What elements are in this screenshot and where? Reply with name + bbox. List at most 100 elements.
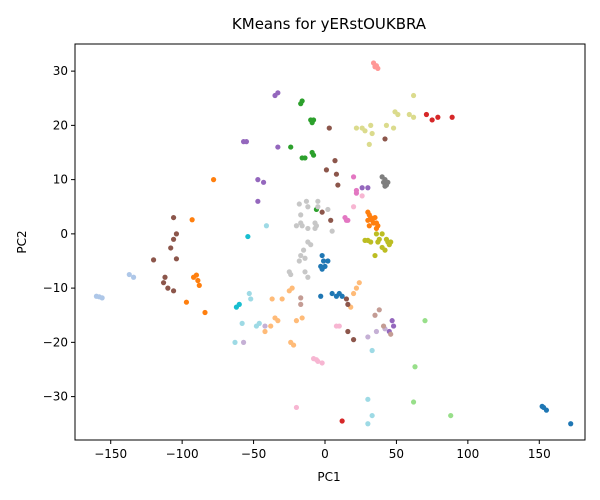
- data-point: [350, 290, 357, 297]
- data-point: [345, 301, 351, 307]
- data-point: [362, 237, 368, 243]
- data-point: [350, 174, 357, 180]
- data-point: [539, 403, 545, 409]
- data-point: [369, 347, 375, 354]
- data-point: [210, 177, 217, 183]
- data-point: [390, 323, 397, 329]
- data-point: [275, 90, 281, 96]
- data-point: [382, 247, 388, 253]
- data-point: [173, 231, 180, 237]
- data-point: [325, 258, 331, 264]
- data-point: [262, 328, 268, 335]
- y-tick-label: −10: [43, 281, 68, 295]
- data-point: [275, 318, 281, 324]
- data-point: [253, 323, 260, 329]
- data-point: [193, 272, 200, 278]
- data-point: [298, 212, 304, 218]
- data-point: [269, 296, 275, 302]
- data-point: [435, 114, 441, 120]
- data-point: [248, 296, 254, 302]
- data-point: [373, 328, 380, 335]
- data-point: [319, 209, 325, 215]
- data-point: [365, 334, 371, 340]
- data-point: [305, 225, 311, 232]
- data-point: [170, 288, 177, 294]
- data-point: [150, 257, 157, 263]
- y-tick-label: 10: [53, 173, 68, 187]
- data-point: [375, 239, 381, 245]
- x-axis-ticks: −150 −100 −50 0 50 100 150: [94, 440, 551, 461]
- data-point: [196, 282, 202, 288]
- data-point: [382, 183, 388, 189]
- data-point: [339, 293, 345, 299]
- data-point: [410, 399, 417, 405]
- data-point: [388, 331, 394, 337]
- data-point: [288, 271, 294, 278]
- data-point: [353, 285, 360, 291]
- data-point: [345, 217, 351, 223]
- data-point: [376, 307, 382, 313]
- data-point: [308, 242, 314, 248]
- data-point: [243, 139, 250, 145]
- data-point: [236, 301, 242, 307]
- data-point: [289, 285, 295, 291]
- data-point: [303, 198, 310, 204]
- data-point: [336, 323, 342, 329]
- y-tick-label: −30: [43, 390, 68, 404]
- data-point: [302, 269, 308, 275]
- data-point: [390, 125, 397, 131]
- data-point: [353, 125, 360, 131]
- data-point: [262, 323, 268, 329]
- x-tick-label: −150: [94, 447, 127, 461]
- data-point: [379, 231, 385, 237]
- data-point: [365, 217, 371, 223]
- data-point: [298, 252, 304, 259]
- data-point: [309, 120, 315, 126]
- data-point: [245, 233, 251, 240]
- data-point: [325, 206, 331, 213]
- data-point: [183, 299, 190, 305]
- data-point: [279, 296, 285, 302]
- data-point: [323, 167, 330, 173]
- data-point: [296, 258, 302, 264]
- data-point: [543, 407, 550, 413]
- data-point: [335, 182, 341, 188]
- data-point: [369, 412, 375, 419]
- data-point: [260, 179, 267, 185]
- data-point: [422, 318, 428, 324]
- data-point: [302, 155, 308, 161]
- data-point: [383, 122, 390, 128]
- data-point: [339, 418, 345, 424]
- data-point: [302, 255, 308, 261]
- data-point: [345, 328, 351, 335]
- x-tick-label: 150: [528, 447, 551, 461]
- data-point: [293, 404, 300, 411]
- data-point: [369, 130, 375, 137]
- data-point: [359, 185, 365, 191]
- data-point: [372, 214, 378, 221]
- data-point: [329, 290, 335, 297]
- data-point: [410, 114, 417, 120]
- data-point: [293, 318, 300, 324]
- data-point: [170, 214, 177, 221]
- data-point: [366, 223, 372, 229]
- data-point: [263, 223, 270, 229]
- data-point: [309, 149, 315, 156]
- data-point: [373, 225, 380, 232]
- y-axis-ticks: −30 −20 −10 0 10 20 30: [43, 64, 75, 404]
- data-point: [386, 242, 392, 248]
- data-point: [305, 274, 311, 280]
- data-point: [298, 295, 304, 301]
- data-point: [326, 125, 332, 131]
- data-point: [350, 204, 357, 210]
- data-point: [356, 280, 362, 286]
- data-point: [365, 185, 371, 191]
- y-tick-label: 30: [53, 64, 68, 78]
- data-point: [300, 247, 307, 253]
- plot-frame: [74, 43, 586, 441]
- data-point: [299, 98, 305, 104]
- data-point: [385, 179, 391, 185]
- data-point: [255, 177, 261, 183]
- data-point: [406, 111, 412, 118]
